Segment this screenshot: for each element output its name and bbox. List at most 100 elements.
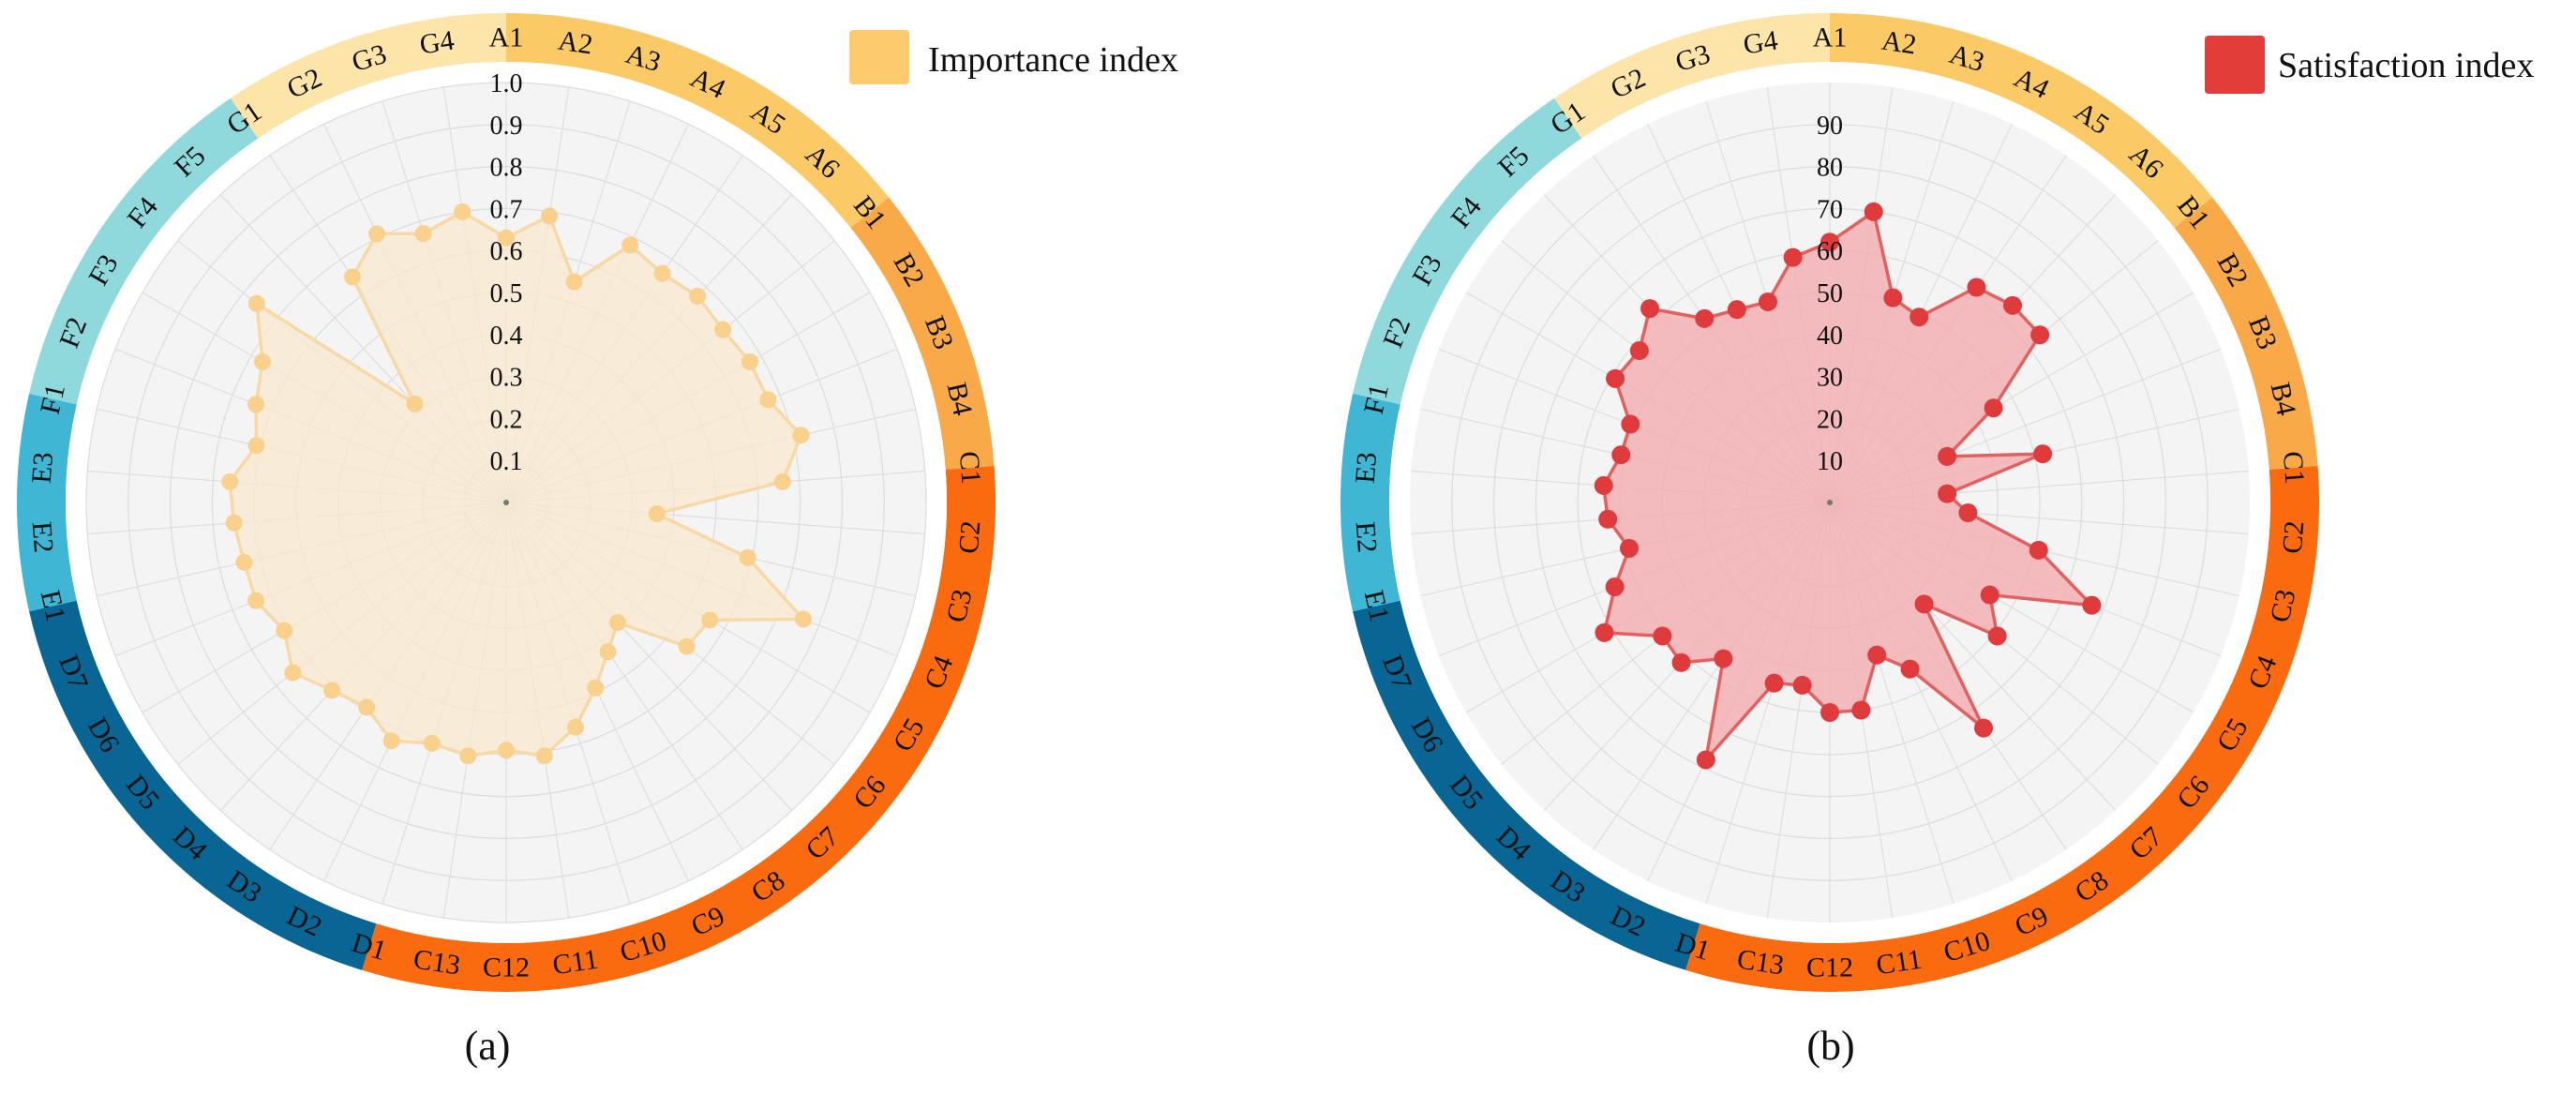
category-label-b-b4: B4: [2265, 380, 2302, 418]
point-b-c12: [1820, 703, 1839, 722]
point-a-d5: [284, 664, 302, 682]
point-b-c5: [1980, 585, 1999, 605]
category-label-b-a2: A2: [1880, 24, 1918, 60]
category-label-a-c13: C13: [412, 943, 462, 981]
point-a-g4: [454, 202, 472, 220]
point-a-f3: [254, 352, 272, 370]
category-label-b-c2: C2: [2277, 519, 2311, 554]
tick-label-a-2: 0.3: [490, 364, 523, 393]
category-label-b-c11: C11: [1874, 943, 1924, 981]
point-b-f3: [1606, 368, 1625, 388]
tick-label-a-7: 0.8: [490, 154, 523, 183]
category-label-b-c3: C3: [2265, 587, 2302, 625]
point-b-f1: [1611, 445, 1631, 465]
tick-label-a-8: 0.9: [490, 112, 523, 141]
category-label-a-b4: B4: [941, 380, 979, 418]
tick-label-a-0: 0.1: [490, 447, 523, 476]
tick-label-b-1: 20: [1817, 405, 1843, 434]
point-b-c1: [1938, 484, 1957, 503]
point-b-f4: [1629, 340, 1649, 360]
series-points-b: [1594, 202, 2102, 770]
category-label-b-c1: C1: [2277, 450, 2311, 485]
tick-label-a-9: 1.0: [490, 69, 523, 98]
point-b-f5: [1640, 299, 1660, 319]
category-label-b-e1: E1: [1358, 587, 1396, 624]
point-b-d1: [1764, 673, 1784, 693]
category-label-a-c11: C11: [550, 943, 600, 981]
ring-segment-c-b: [1685, 465, 2319, 992]
point-b-b3: [1938, 446, 1957, 466]
point-b-c3: [2029, 540, 2048, 560]
point-a-g3: [414, 225, 432, 243]
point-a-b1: [714, 321, 732, 338]
category-ring-b: [1340, 13, 2319, 992]
ring-segment-d-b: [1353, 600, 1700, 970]
point-a-c6: [678, 638, 696, 655]
point-a-e2: [225, 514, 243, 532]
tick-label-b-2: 30: [1817, 364, 1843, 393]
point-b-a6: [2003, 295, 2023, 315]
point-a-f2: [247, 396, 265, 413]
point-a-f5: [406, 395, 424, 412]
point-b-c4: [2082, 595, 2102, 615]
tick-label-a-3: 0.4: [490, 322, 523, 351]
ring-segment-g-b: [1553, 13, 1830, 139]
category-label-a-e2: E2: [26, 520, 59, 554]
tick-label-b-4: 50: [1817, 279, 1843, 308]
point-b-a3: [1883, 288, 1903, 308]
ring-segment-e-a: [17, 393, 77, 612]
point-a-a2: [541, 207, 559, 225]
point-a-b3: [759, 391, 777, 409]
point-a-e1: [235, 553, 253, 571]
point-b-b2: [1984, 398, 2003, 418]
point-b-d6: [1595, 622, 1614, 642]
ring-segment-f-a: [29, 98, 259, 405]
point-a-c11: [535, 747, 553, 765]
center-dot-a: [503, 500, 509, 505]
legend-b-swatch: [2205, 36, 2265, 94]
tick-label-a-4: 0.5: [490, 279, 523, 308]
category-label-a-c12: C12: [483, 952, 530, 983]
caption-b: (b): [1806, 1023, 1854, 1069]
tick-label-b-7: 80: [1817, 154, 1843, 183]
point-a-c8: [599, 643, 617, 661]
category-label-a-g4: G4: [417, 24, 456, 60]
category-label-a-a1: A1: [489, 22, 524, 53]
category-label-a-c1: C1: [953, 450, 987, 485]
point-a-a5: [653, 264, 671, 282]
point-b-e3: [1594, 475, 1613, 495]
ring-segment-c-a: [362, 465, 996, 992]
point-a-a4: [622, 236, 639, 254]
point-a-d3: [358, 698, 376, 716]
point-b-a4: [1910, 308, 1929, 327]
point-b-g3: [1758, 292, 1777, 311]
point-a-d1: [423, 734, 441, 752]
ring-segment-a-b: [1830, 13, 2213, 228]
category-label-b-e3: E3: [1350, 451, 1383, 485]
point-a-f1: [247, 437, 265, 455]
point-b-c8: [1974, 718, 1994, 738]
point-b-a2: [1864, 202, 1883, 221]
legend-a-swatch: [849, 30, 909, 84]
category-label-a-f1: F1: [35, 382, 71, 417]
category-label-a-c2: C2: [953, 519, 987, 554]
point-b-c2: [1958, 503, 1978, 523]
point-a-c3: [739, 548, 756, 566]
point-a-g1: [343, 268, 361, 286]
panel-a-importance-radar: 0.10.20.30.40.50.60.70.80.91.0A1 A2 A3A4A5…: [17, 13, 996, 992]
point-a-f4: [247, 294, 265, 312]
ring-segment-d-a: [29, 600, 377, 970]
legend-a-label: Importance index: [928, 40, 1178, 80]
point-b-e1: [1619, 538, 1639, 558]
point-a-c9: [587, 679, 605, 697]
point-a-b4: [792, 427, 810, 444]
point-b-c11: [1851, 700, 1871, 720]
caption-a: (a): [465, 1023, 511, 1069]
ring-segment-b-a: [850, 197, 995, 470]
tick-label-b-8: 90: [1817, 112, 1843, 141]
point-a-b2: [741, 352, 758, 370]
ring-segment-f-b: [1353, 98, 1582, 405]
category-label-b-a1: A1: [1813, 22, 1848, 53]
